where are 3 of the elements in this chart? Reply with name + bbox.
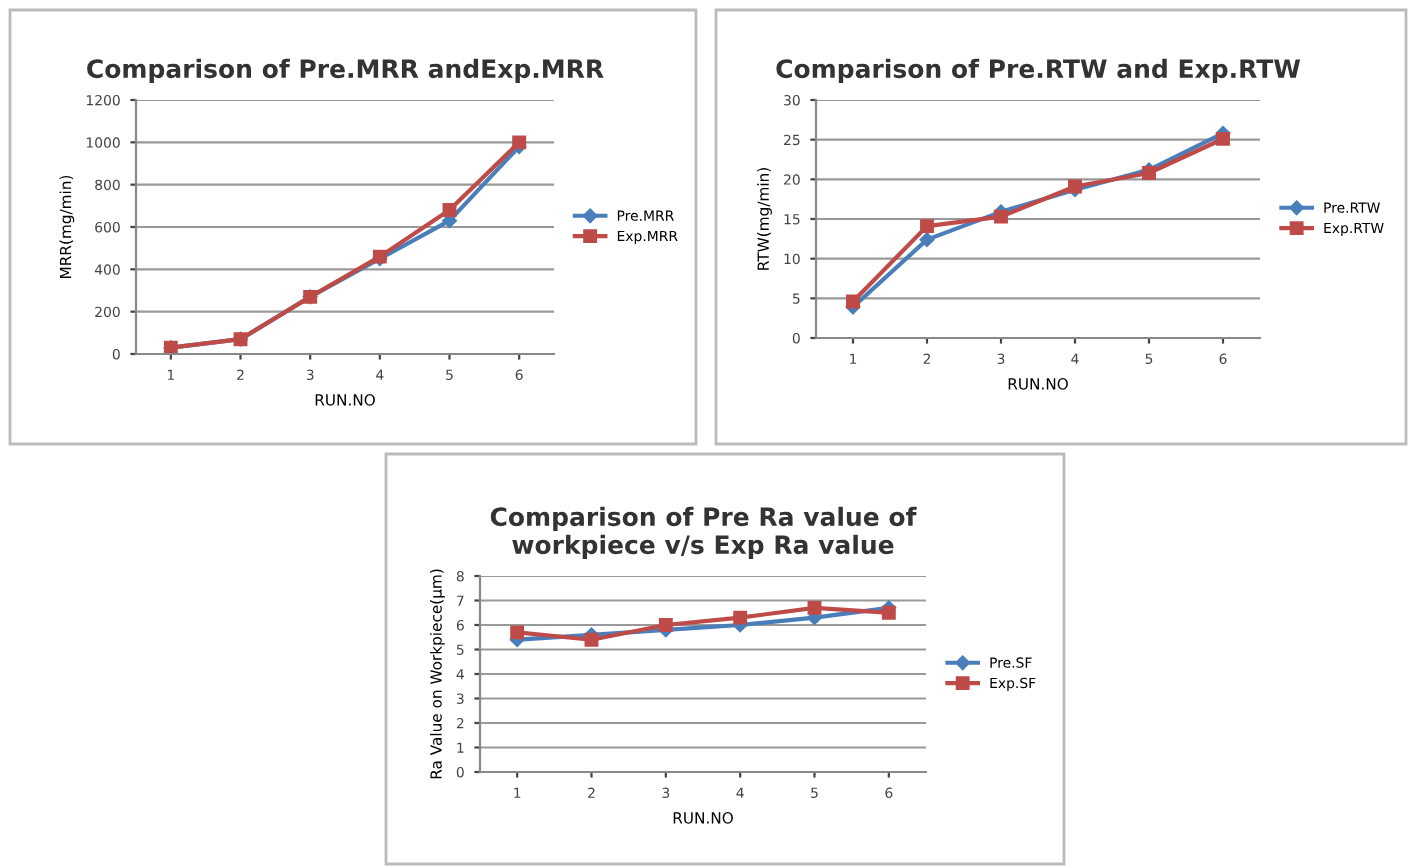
- chart-title: Comparison of Pre Ra value of workpiece v/s Exp Ra value: [490, 506, 917, 559]
- chart-title: Comparison of Pre.MRR andExp.MRR: [87, 58, 604, 83]
- chart-title: Comparison of Pre.RTW and Exp.RTW: [776, 58, 1301, 83]
